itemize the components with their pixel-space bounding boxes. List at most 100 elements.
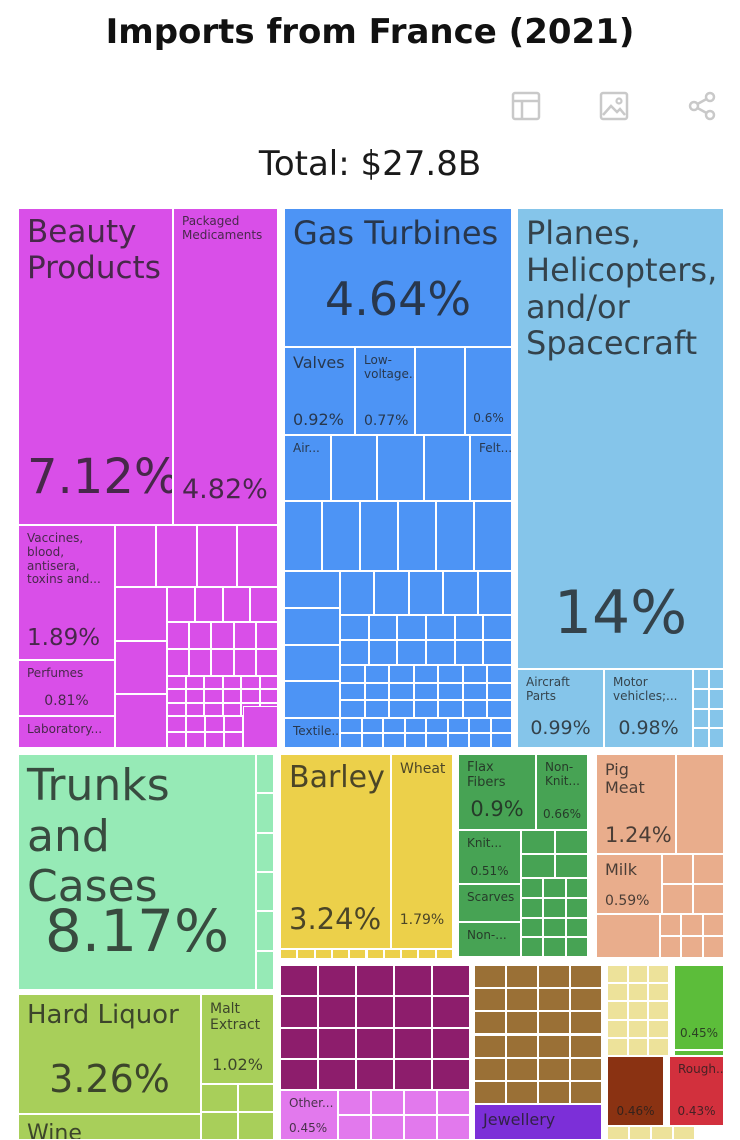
treemap-tile-minor[interactable] <box>607 1019 628 1038</box>
treemap-tile-minor[interactable] <box>506 1011 538 1035</box>
treemap-tile-minor[interactable] <box>371 1090 404 1115</box>
treemap-tile-minor[interactable] <box>331 435 378 501</box>
treemap-tile-minor[interactable] <box>708 688 724 709</box>
treemap-tile-minor[interactable] <box>211 622 234 649</box>
treemap-tile-minor[interactable] <box>648 1019 669 1038</box>
treemap-tile-minor[interactable] <box>284 571 340 608</box>
treemap-tile-minor[interactable] <box>474 1034 506 1058</box>
treemap-tile-minor[interactable] <box>648 965 669 984</box>
treemap-tile-minor[interactable] <box>237 1112 274 1140</box>
treemap-tile-minor[interactable] <box>338 1090 371 1115</box>
treemap-tile-minor[interactable] <box>521 937 544 957</box>
treemap-tile-0-45[interactable]: 0.45% <box>674 965 724 1050</box>
treemap-tile-jewellery[interactable]: Jewellery <box>474 1104 602 1140</box>
treemap-tile-minor[interactable] <box>394 965 432 997</box>
treemap-tile-minor[interactable] <box>408 571 444 615</box>
treemap-tile-minor[interactable] <box>487 682 512 701</box>
treemap-tile-minor[interactable] <box>432 1027 470 1059</box>
treemap-tile-minor[interactable] <box>487 700 512 718</box>
treemap-tile-minor[interactable] <box>506 988 538 1012</box>
treemap-tile-minor[interactable] <box>340 640 369 665</box>
treemap-tile-minor[interactable] <box>565 917 588 938</box>
treemap-tile-minor[interactable] <box>570 1011 602 1035</box>
treemap-tile-minor[interactable] <box>543 937 566 957</box>
treemap-tile-minor[interactable] <box>167 702 186 716</box>
treemap-tile-minor[interactable] <box>443 571 478 615</box>
treemap-tile-minor[interactable] <box>693 708 709 729</box>
treemap-tile-minor[interactable] <box>474 1057 506 1081</box>
treemap-tile-minor[interactable] <box>115 694 167 748</box>
treemap-tile-minor[interactable] <box>693 854 724 884</box>
treemap-tile-minor[interactable] <box>256 832 274 872</box>
treemap-tile-laboratory[interactable]: Laboratory... <box>18 716 115 748</box>
treemap-tile-minor[interactable] <box>565 897 588 918</box>
treemap-tile-minor[interactable] <box>426 733 448 748</box>
treemap-tile-minor[interactable] <box>397 640 426 665</box>
treemap-tile-minor[interactable] <box>259 689 278 703</box>
treemap-tile-minor[interactable] <box>237 1084 274 1112</box>
treemap-tile-minor[interactable] <box>233 649 256 676</box>
treemap-tile-minor[interactable] <box>368 640 398 665</box>
treemap-tile-minor[interactable] <box>224 716 243 732</box>
treemap-tile-felt[interactable]: Felt... <box>470 435 512 501</box>
treemap-tile-perfumes[interactable]: Perfumes 0.81% <box>18 660 115 716</box>
treemap-tile-minor[interactable] <box>474 965 506 989</box>
treemap-tile-minor[interactable] <box>284 681 340 718</box>
treemap-tile-air[interactable]: Air... <box>284 435 331 501</box>
treemap-tile-minor[interactable] <box>693 728 709 748</box>
treemap-tile-minor[interactable] <box>204 689 223 703</box>
treemap-tile-minor[interactable] <box>222 689 241 703</box>
treemap-tile-gas-turbines[interactable]: Gas Turbines 4.64% <box>284 208 512 347</box>
treemap-tile-minor[interactable] <box>413 700 439 718</box>
treemap-tile-minor[interactable] <box>570 1057 602 1081</box>
treemap-tile-minor[interactable] <box>115 525 156 587</box>
treemap-tile-minor[interactable] <box>662 854 693 884</box>
treemap-tile-minor[interactable] <box>437 1090 470 1115</box>
treemap-tile-minor[interactable] <box>383 949 402 959</box>
treemap-tile-minor[interactable] <box>237 525 278 587</box>
treemap-tile-minor[interactable] <box>340 615 369 640</box>
treemap-tile-minor[interactable] <box>338 1115 371 1140</box>
treemap-tile-minor[interactable] <box>255 622 278 649</box>
treemap-tile-wine[interactable]: Wine <box>18 1114 201 1140</box>
treemap-tile-other[interactable]: Other... 0.45% <box>280 1090 338 1140</box>
treemap-tile-minor[interactable] <box>189 649 212 676</box>
treemap-tile-minor[interactable] <box>607 1001 628 1020</box>
treemap-tile-minor[interactable] <box>233 622 256 649</box>
treemap-tile-packaged-medicaments[interactable]: Packaged Medicaments 4.82% <box>173 208 278 525</box>
treemap-tile-minor[interactable] <box>447 718 469 733</box>
treemap-tile-minor[interactable] <box>364 700 390 718</box>
treemap-tile-minor[interactable] <box>454 615 484 640</box>
treemap-tile-0-6[interactable]: 0.6% <box>465 347 512 435</box>
treemap-tile-minor[interactable] <box>432 1058 470 1090</box>
treemap-tile-non[interactable]: Non-... <box>458 922 521 957</box>
treemap-tile-minor[interactable] <box>447 733 469 748</box>
image-download-button[interactable] <box>598 90 630 122</box>
treemap-tile-minor[interactable] <box>361 718 383 733</box>
treemap-tile-minor[interactable] <box>454 640 484 665</box>
treemap-tile-minor[interactable] <box>397 615 426 640</box>
treemap-tile-minor[interactable] <box>438 665 463 683</box>
treemap-tile-minor[interactable] <box>538 965 570 989</box>
treemap-tile-milk[interactable]: Milk 0.59% <box>596 854 662 914</box>
treemap-tile-minor[interactable] <box>469 733 491 748</box>
treemap-tile-minor[interactable] <box>256 872 274 912</box>
treemap-tile-minor[interactable] <box>340 733 362 748</box>
treemap-tile-minor[interactable] <box>364 665 390 683</box>
treemap-tile-minor[interactable] <box>194 587 223 622</box>
treemap-tile-minor[interactable] <box>256 911 274 951</box>
treemap-tile-minor[interactable] <box>543 878 566 898</box>
treemap-tile-minor[interactable] <box>284 501 322 571</box>
treemap-tile-minor[interactable] <box>331 949 350 959</box>
treemap-tile-minor[interactable] <box>383 718 405 733</box>
treemap-tile-minor[interactable] <box>201 1112 238 1140</box>
treemap-tile-minor[interactable] <box>318 1027 356 1059</box>
treemap-tile-pig-meat[interactable]: Pig Meat 1.24% <box>596 754 676 854</box>
treemap-tile-minor[interactable] <box>115 587 167 641</box>
treemap-tile-rough[interactable]: Rough... 0.43% <box>669 1056 724 1126</box>
treemap-tile-minor[interactable] <box>521 830 555 854</box>
treemap-tile-minor[interactable] <box>474 1080 506 1104</box>
treemap-tile-minor[interactable] <box>674 1050 724 1056</box>
treemap-tile-flax-fibers[interactable]: Flax Fibers 0.9% <box>458 754 536 830</box>
treemap-tile-minor[interactable] <box>222 676 241 690</box>
